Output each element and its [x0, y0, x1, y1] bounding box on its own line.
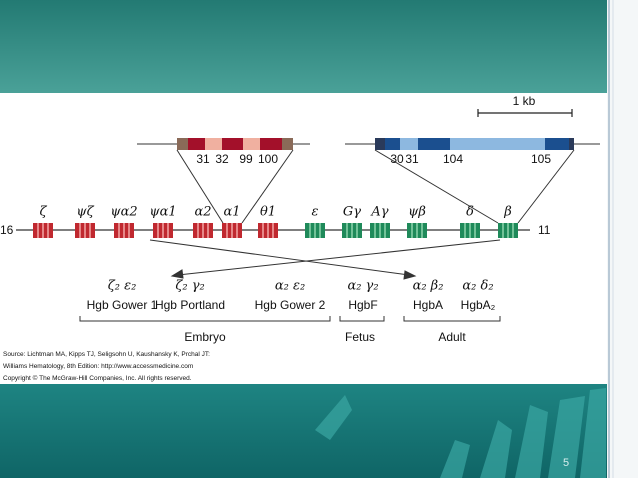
- gene-label: ε: [312, 205, 319, 220]
- exon-label: 30: [390, 152, 404, 166]
- exon-label: 100: [258, 152, 278, 166]
- bottom-band: [0, 384, 607, 478]
- gene-label: δ: [466, 205, 474, 220]
- scale-label: 1 kb: [513, 94, 536, 108]
- hemoglobin-name: Hgb Portland: [155, 298, 225, 312]
- gene-label: ψζ: [76, 205, 94, 220]
- top-band: [0, 0, 607, 93]
- scale-bar: [477, 109, 573, 117]
- slide-number: 5: [563, 457, 569, 469]
- zoom-line: [374, 149, 575, 224]
- hemoglobin-chains: α₂ γ₂: [347, 279, 378, 294]
- hemoglobin-chains: α₂ δ₂: [462, 279, 493, 294]
- zoom-line: [176, 149, 294, 224]
- stage-label: Fetus: [345, 330, 375, 344]
- gene-label: ζ: [39, 205, 47, 220]
- gene-label: Aγ: [370, 205, 388, 220]
- stage-bracket: [79, 316, 501, 322]
- gene-label: α1: [223, 205, 240, 220]
- gene-label: ψα2: [110, 205, 137, 220]
- exon-label: 32: [215, 152, 229, 166]
- hemoglobin-name: HgbF: [348, 298, 377, 312]
- alpha-gene-structure: [177, 138, 293, 150]
- stage-label: Adult: [438, 330, 466, 344]
- hemoglobin-name: HgbA₂: [461, 298, 496, 312]
- right-strip: [607, 0, 638, 478]
- exon-label: 104: [443, 152, 463, 166]
- hemoglobin-chains: ζ₂ ε₂: [108, 279, 137, 294]
- gene-label: α2: [194, 205, 211, 220]
- wave-decoration: [315, 388, 606, 478]
- hemoglobin-chains: α₂ β₂: [413, 279, 444, 294]
- source-line: Williams Hematology, 8th Edition: http:/…: [3, 363, 193, 370]
- gene-label: ψα1: [149, 205, 176, 220]
- hemoglobin-name: HgbA: [413, 298, 443, 312]
- exon-label: 105: [531, 152, 551, 166]
- exon-label: 31: [405, 152, 419, 166]
- gene-label: Gγ: [343, 205, 361, 220]
- exon-label: 99: [239, 152, 253, 166]
- chromosome-number: 16: [0, 223, 14, 237]
- expression-arrow: [149, 239, 501, 280]
- stage-label: Embryo: [184, 330, 226, 344]
- gene-label: θ1: [260, 205, 276, 220]
- hemoglobin-name: Hgb Gower 1: [87, 298, 158, 312]
- chromosome-number: 11: [538, 223, 551, 237]
- gene-label: β: [503, 205, 512, 220]
- hemoglobin-chains: α₂ ε₂: [275, 279, 305, 294]
- exon-label: 31: [196, 152, 210, 166]
- gene-label: ψβ: [408, 205, 426, 220]
- source-line: Source: Lichtman MA, Kipps TJ, Seligsohn…: [3, 351, 210, 358]
- beta-gene-structure: [375, 138, 574, 150]
- hemoglobin-chains: ζ₂ γ₂: [175, 279, 204, 294]
- source-line: Copyright © The McGraw-Hill Companies, I…: [3, 374, 192, 382]
- hemoglobin-name: Hgb Gower 2: [255, 298, 326, 312]
